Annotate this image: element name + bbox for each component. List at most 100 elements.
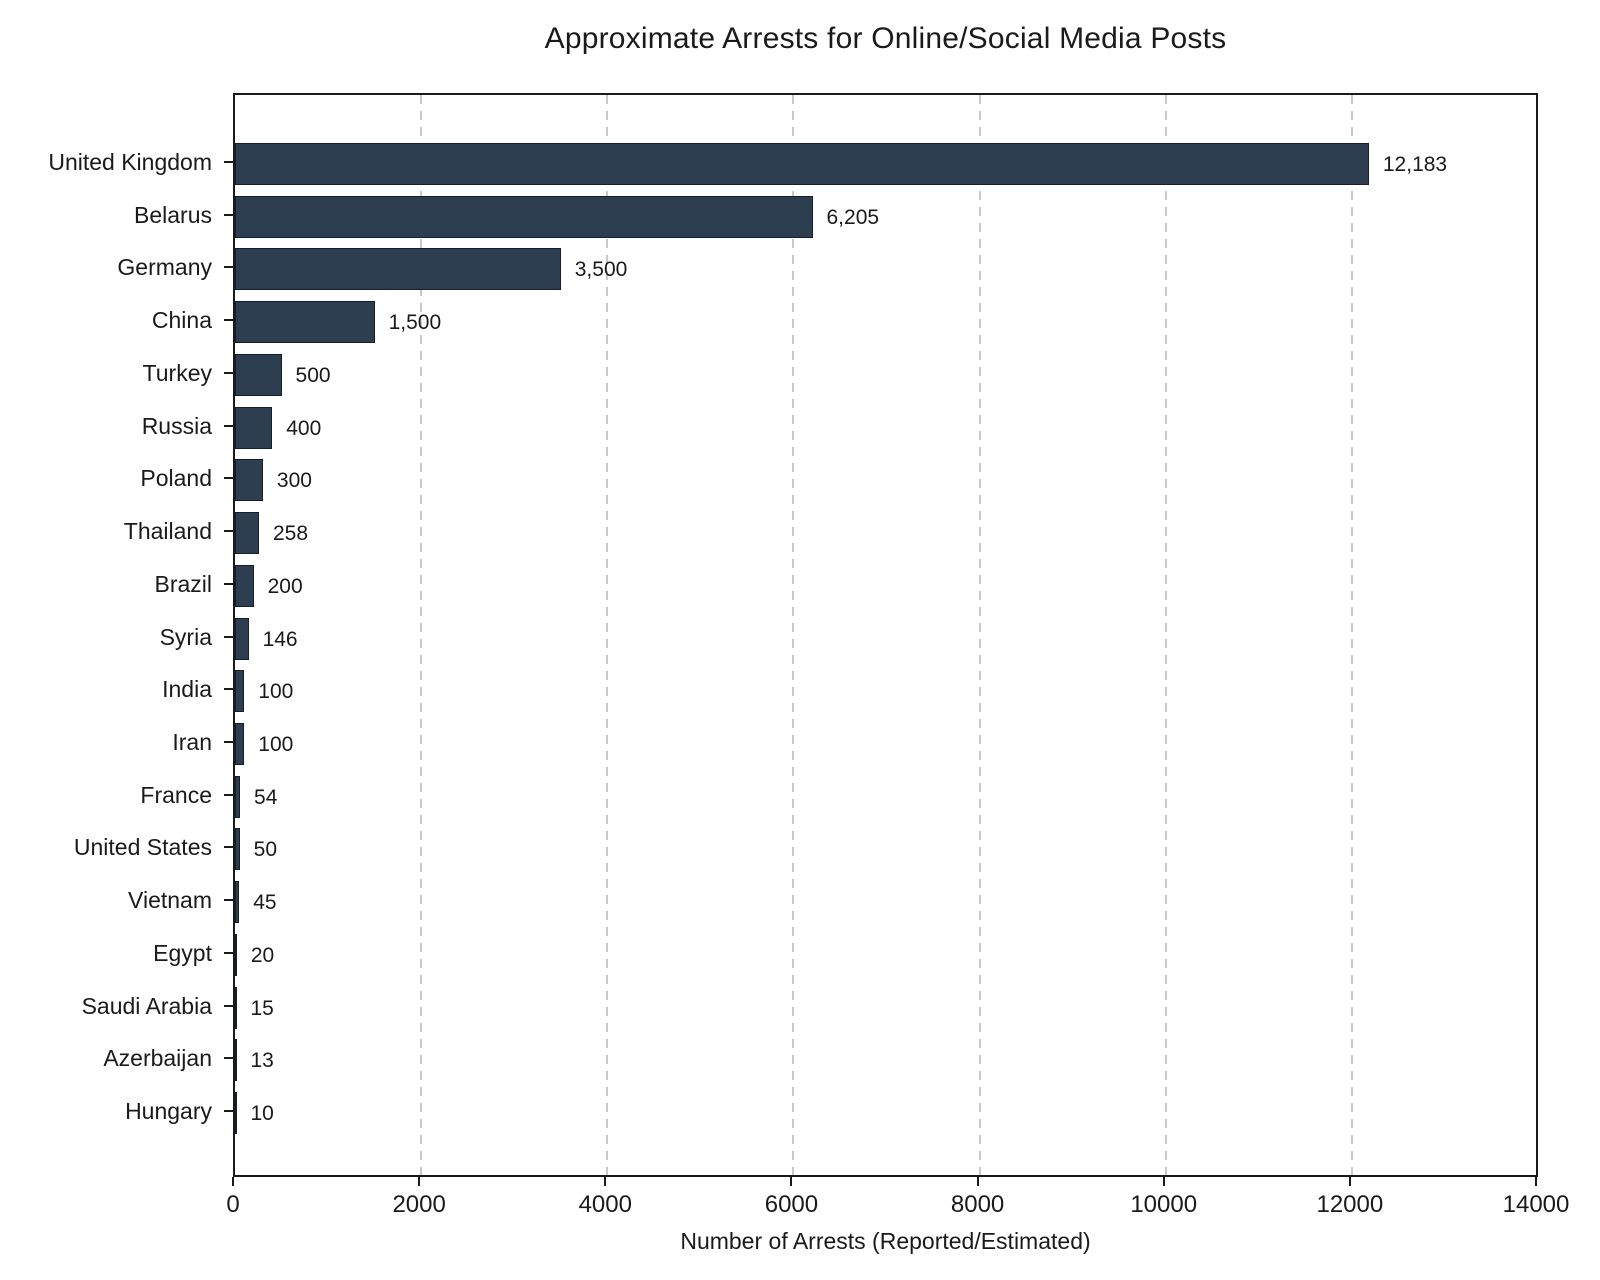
y-axis-label: Azerbaijan [103, 1045, 212, 1072]
bar [235, 986, 237, 1029]
y-axis-label: Belarus [134, 201, 212, 228]
y-axis-label: India [162, 676, 212, 703]
y-axis-label: Vietnam [128, 887, 212, 914]
x-tick-label: 2000 [392, 1191, 446, 1218]
y-axis-label: Brazil [154, 570, 212, 597]
gridline [606, 95, 609, 1175]
x-tick [232, 1177, 234, 1186]
x-tick [418, 1177, 421, 1186]
gridline [420, 95, 423, 1175]
bar [235, 195, 813, 238]
y-tick [224, 371, 233, 374]
bar-value-label: 100 [258, 732, 294, 756]
bar-value-label: 400 [286, 416, 322, 440]
x-tick-label: 14000 [1502, 1191, 1570, 1218]
x-axis-title: Number of Arrests (Reported/Estimated) [680, 1228, 1091, 1254]
y-axis-label: France [140, 781, 212, 808]
y-tick [224, 846, 233, 849]
bar [235, 248, 561, 291]
bar [235, 617, 249, 660]
bar-value-label: 45 [253, 891, 277, 915]
bar [235, 775, 241, 818]
y-tick [224, 319, 233, 322]
x-tick-label: 10000 [1130, 1191, 1198, 1218]
bar [235, 881, 240, 924]
gridline [792, 95, 795, 1175]
bar [235, 301, 375, 344]
bar [235, 353, 282, 396]
bar-value-label: 15 [250, 996, 274, 1020]
bar-value-label: 100 [258, 680, 294, 704]
y-axis-label: Thailand [123, 518, 212, 545]
x-tick [1162, 1177, 1165, 1186]
bar [235, 143, 1369, 185]
bar-value-label: 500 [295, 363, 331, 387]
y-tick [224, 688, 233, 691]
y-axis-label: Syria [159, 623, 212, 650]
bar-value-label: 6,205 [826, 205, 880, 229]
bar-value-label: 50 [253, 838, 277, 862]
y-axis-label: Poland [140, 465, 212, 492]
y-tick [224, 213, 233, 216]
bar-value-label: 258 [273, 522, 309, 546]
gridline [1350, 95, 1353, 1175]
y-axis-label: United States [73, 834, 212, 861]
x-tick [976, 1177, 979, 1186]
bar-value-label: 54 [254, 785, 278, 809]
y-tick [224, 424, 233, 427]
gridline [1164, 95, 1167, 1175]
y-tick [224, 530, 233, 533]
bar [235, 512, 259, 555]
chart-title: Approximate Arrests for Online/Social Me… [544, 22, 1227, 55]
y-tick [224, 793, 233, 796]
bar [235, 828, 240, 871]
plot-area: 12,183 6,205 3,500 1,500 500 400 300 258 200 146 1… [233, 93, 1538, 1177]
x-tick-label: 6000 [764, 1191, 819, 1218]
y-tick [224, 899, 233, 902]
x-tick [1348, 1177, 1351, 1186]
bar [235, 459, 263, 502]
bar-value-label: 13 [250, 1049, 274, 1073]
y-tick [224, 740, 233, 743]
bar [235, 1039, 237, 1082]
y-axis-label: Hungary [125, 1098, 212, 1124]
bar-value-label: 12,183 [1382, 153, 1448, 176]
bar-value-label: 10 [250, 1102, 274, 1125]
x-tick-label: 8000 [950, 1191, 1005, 1218]
y-tick [224, 161, 233, 163]
x-tick [1535, 1177, 1537, 1186]
x-tick [604, 1177, 607, 1186]
y-axis-label: China [151, 307, 212, 334]
y-axis-label: Russia [141, 412, 212, 439]
y-axis-label: Germany [117, 254, 212, 281]
bar [235, 722, 245, 765]
bar-value-label: 146 [262, 627, 298, 651]
y-tick [224, 477, 233, 480]
bar-value-label: 300 [276, 469, 312, 493]
y-tick [224, 635, 233, 638]
y-tick [224, 266, 233, 269]
y-tick [224, 1110, 233, 1112]
x-tick-label: 4000 [578, 1191, 632, 1218]
bar-value-label: 20 [250, 943, 275, 967]
bar [235, 564, 254, 607]
y-axis-label: Turkey [142, 359, 212, 386]
x-tick-label: 0 [226, 1191, 240, 1218]
bar [235, 933, 237, 976]
bar [235, 670, 245, 713]
y-tick [224, 1057, 233, 1060]
bar-value-label: 3,500 [574, 258, 628, 282]
bar-value-label: 1,500 [388, 311, 442, 335]
gridline [978, 95, 981, 1175]
x-tick-label: 12000 [1316, 1191, 1384, 1218]
bar [235, 406, 273, 449]
y-tick [224, 951, 233, 954]
x-tick [790, 1177, 793, 1186]
y-tick [224, 1004, 233, 1007]
y-tick [224, 582, 233, 585]
bar-value-label: 200 [267, 574, 303, 598]
bar [235, 1092, 237, 1134]
y-axis-label: Iran [172, 728, 212, 755]
y-axis-label: Egypt [153, 939, 212, 966]
